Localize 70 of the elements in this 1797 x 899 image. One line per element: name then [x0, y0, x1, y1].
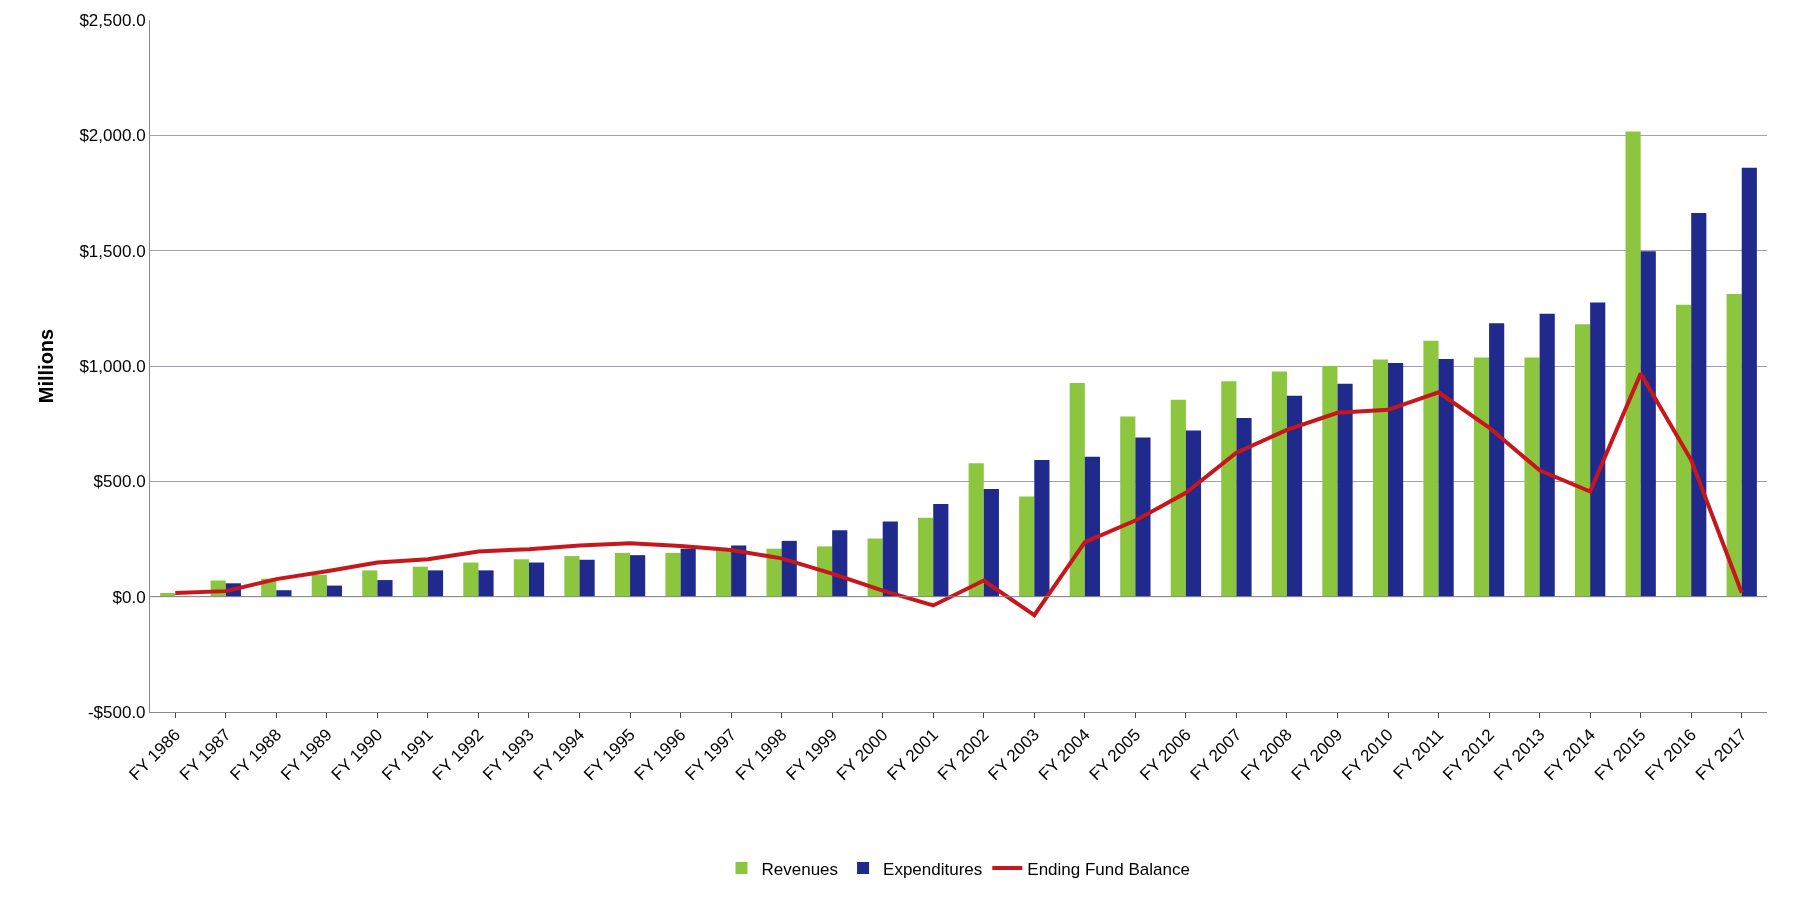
bar: [1034, 460, 1050, 597]
y-axis-title: Millions: [34, 328, 57, 404]
bar: [983, 488, 999, 597]
bar: [1625, 131, 1641, 597]
bar: [1423, 340, 1439, 597]
bar: [513, 559, 529, 597]
y-tick-label: -$500.0: [87, 702, 146, 722]
bar: [1286, 395, 1303, 597]
bar: [1185, 430, 1202, 597]
legend-label: Expenditures: [883, 859, 983, 879]
bar: [377, 580, 393, 597]
bar: [1069, 383, 1085, 597]
bar: [614, 552, 631, 597]
bar: [1388, 363, 1404, 597]
bar: [933, 503, 949, 597]
bar: [1120, 416, 1136, 597]
bar: [1084, 456, 1100, 597]
bar: [564, 556, 580, 597]
bar: [665, 552, 681, 597]
bar: [1271, 371, 1287, 597]
bar: [1676, 304, 1692, 597]
bar: [968, 463, 984, 597]
bar: [781, 540, 797, 597]
bar: [1337, 383, 1353, 597]
legend-label: Revenues: [761, 859, 839, 879]
bar: [1640, 251, 1656, 597]
bar: [362, 570, 378, 597]
bar: [1236, 417, 1252, 597]
bar: [1322, 366, 1338, 597]
bar: [1691, 213, 1707, 597]
bar: [766, 548, 782, 597]
bar: [1524, 357, 1540, 597]
bar: [867, 538, 883, 597]
bar: [832, 530, 848, 597]
bar: [1170, 399, 1186, 597]
bar: [463, 562, 479, 597]
legend-label: Ending Fund Balance: [1027, 859, 1190, 879]
bar: [1574, 324, 1591, 597]
y-tick-label: $500.0: [93, 472, 146, 492]
line-series: [173, 371, 1744, 618]
bar: [1019, 496, 1035, 597]
bar: [1726, 294, 1742, 597]
bar: [276, 590, 292, 597]
bar: [1539, 313, 1555, 597]
bar: [1135, 437, 1151, 597]
bar: [731, 545, 747, 597]
bar: [680, 548, 696, 597]
bar: [817, 546, 833, 597]
bar: [1438, 359, 1454, 597]
bar: [412, 566, 428, 597]
bar: [1372, 359, 1389, 597]
bar: [630, 555, 646, 597]
bar: [1590, 302, 1606, 597]
y-tick-label: $2,000.0: [79, 126, 146, 146]
bar: [478, 570, 494, 597]
bar: [579, 559, 595, 597]
y-tick-label: $0.0: [112, 587, 146, 607]
bar: [715, 549, 732, 597]
y-tick-label: $1,500.0: [79, 241, 146, 261]
y-tick-label: $1,000.0: [79, 356, 146, 376]
bar: [528, 562, 545, 597]
bar: [1489, 323, 1505, 597]
y-tick-label: $2,500.0: [79, 10, 146, 30]
bar: [427, 570, 444, 597]
bar: [918, 517, 934, 597]
bar: [311, 574, 327, 597]
bar: [1473, 357, 1490, 597]
bar: [1221, 381, 1237, 597]
bar: [882, 521, 898, 597]
bar: [1741, 167, 1757, 597]
